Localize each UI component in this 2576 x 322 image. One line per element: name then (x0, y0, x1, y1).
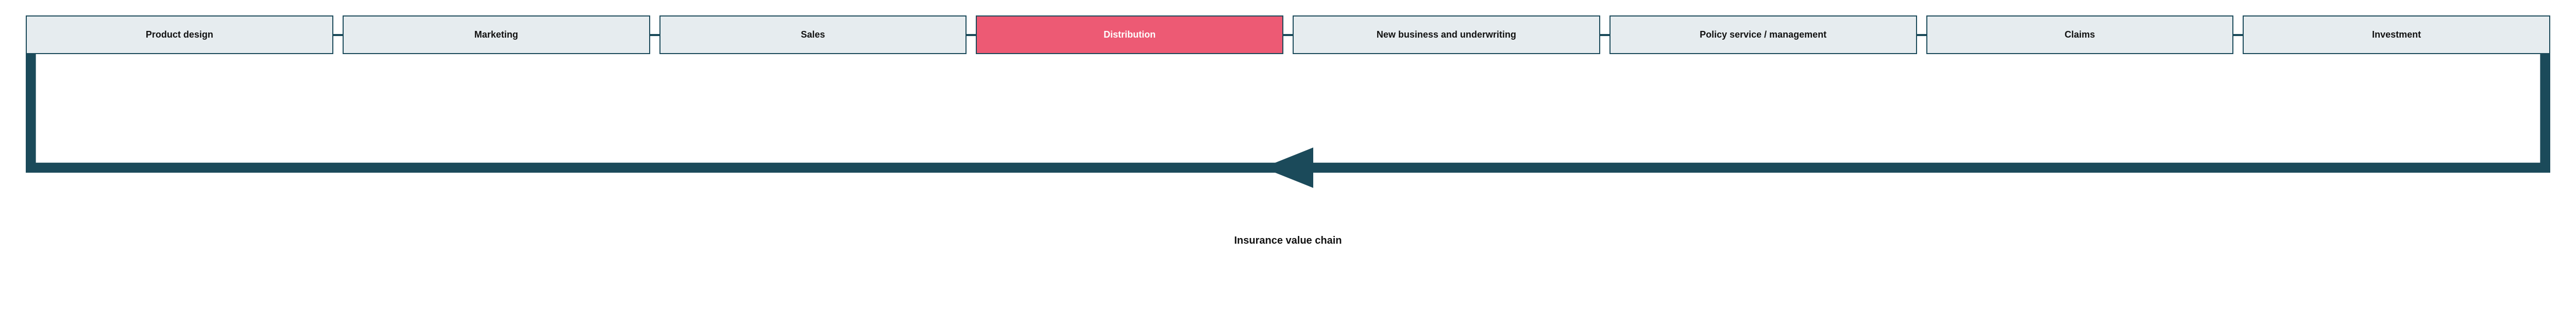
chain-connector (967, 34, 976, 36)
value-chain-diagram: Product design MarketingSalesDistribution… (26, 15, 2550, 247)
chain-connector (1600, 34, 1609, 36)
chain-connector (650, 34, 659, 36)
chain-node: Investment (2243, 15, 2550, 54)
feedback-arrow (26, 54, 2550, 231)
chain-row: Product design MarketingSalesDistribution… (26, 15, 2550, 54)
chain-node: Policy service / management (1609, 15, 1917, 54)
chain-connector (2233, 34, 2243, 36)
chain-node: New business and underwriting (1293, 15, 1600, 54)
chain-node: Product design (26, 15, 333, 54)
chain-node: Distribution (976, 15, 1283, 54)
chain-node: Claims (1926, 15, 2234, 54)
chain-connector (1917, 34, 1926, 36)
chain-node: Sales (659, 15, 967, 54)
diagram-caption: Insurance value chain (26, 235, 2550, 247)
chain-connector (1283, 34, 1293, 36)
chain-node: Marketing (343, 15, 650, 54)
chain-connector (333, 34, 343, 36)
